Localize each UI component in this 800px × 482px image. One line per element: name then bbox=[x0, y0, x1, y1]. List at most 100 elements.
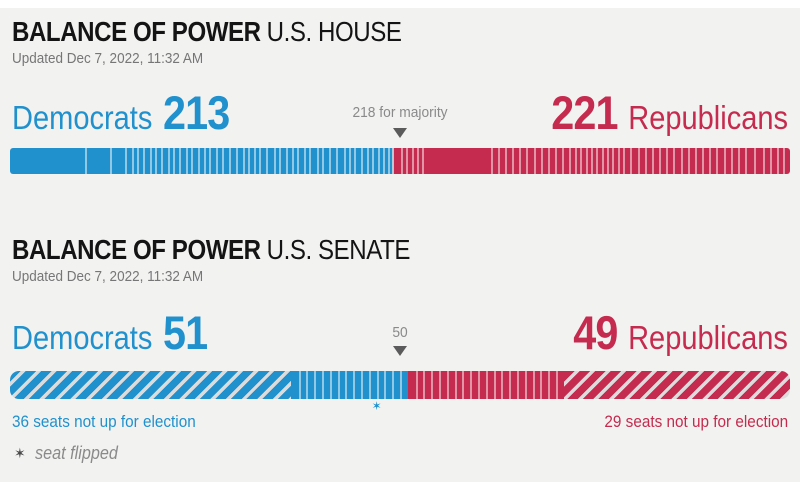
senate-bar-segment bbox=[10, 371, 291, 399]
seat-separator bbox=[423, 371, 426, 399]
seat-separator bbox=[286, 148, 289, 174]
seat-separator bbox=[519, 148, 522, 174]
seat-separator bbox=[266, 148, 269, 174]
seat-separator bbox=[291, 148, 294, 174]
seat-separator bbox=[243, 148, 246, 174]
seat-separator bbox=[248, 148, 251, 174]
seat-separator bbox=[490, 148, 493, 174]
seat-separator bbox=[336, 148, 339, 174]
house-bar-segment bbox=[10, 148, 392, 174]
seat-separator bbox=[590, 148, 593, 174]
senate-section-title: BALANCE OF POWER U.S. SENATE bbox=[12, 234, 410, 266]
seat-separator bbox=[228, 148, 231, 174]
senate-rep-caption: 29 seats not up for election bbox=[604, 412, 788, 431]
seat-flipped-legend: ✶ seat flipped bbox=[14, 443, 127, 464]
seat-separator bbox=[142, 148, 145, 174]
seat-separator bbox=[723, 148, 726, 174]
house-majority-arrow-icon bbox=[393, 128, 407, 138]
seat-separator bbox=[601, 148, 604, 174]
seat-separator bbox=[345, 371, 348, 399]
seat-separator bbox=[431, 371, 434, 399]
house-bar bbox=[10, 148, 790, 174]
seat-separator bbox=[630, 148, 633, 174]
seat-separator bbox=[253, 148, 256, 174]
seat-separator bbox=[149, 148, 152, 174]
seat-separator bbox=[694, 148, 697, 174]
seat-separator bbox=[160, 148, 163, 174]
senate-title-brand: BALANCE OF POWER bbox=[12, 234, 261, 265]
seat-separator bbox=[540, 148, 543, 174]
seat-separator bbox=[623, 148, 626, 174]
seat-separator bbox=[415, 371, 418, 399]
seat-separator bbox=[738, 148, 740, 174]
seat-separator bbox=[422, 148, 425, 174]
seat-separator bbox=[504, 148, 507, 174]
seat-separator bbox=[666, 148, 669, 174]
seat-separator bbox=[533, 148, 536, 174]
senate-title-chamber: U.S. SENATE bbox=[266, 234, 411, 265]
house-title-brand: BALANCE OF POWER bbox=[12, 16, 261, 47]
seat-separator bbox=[221, 148, 224, 174]
seat-separator bbox=[702, 148, 705, 174]
seat-separator bbox=[361, 148, 364, 174]
senate-democrats-count: 51 bbox=[162, 306, 208, 359]
seat-separator bbox=[110, 148, 113, 174]
senate-republicans-label: Republicans bbox=[628, 319, 788, 356]
senate-republicans-group: 49 Republicans bbox=[573, 305, 788, 360]
seat-separator bbox=[547, 148, 550, 174]
seat-separator bbox=[185, 148, 188, 174]
seat-separator bbox=[585, 148, 588, 174]
seat-separator bbox=[501, 371, 504, 399]
seat-separator bbox=[216, 148, 219, 174]
house-updated-timestamp: Updated Dec 7, 2022, 11:32 AM bbox=[12, 50, 204, 67]
seat-separator bbox=[155, 148, 158, 174]
seat-separator bbox=[562, 148, 565, 174]
seat-separator bbox=[353, 371, 356, 399]
house-republicans-group: 221 Republicans bbox=[551, 85, 788, 140]
seat-separator bbox=[446, 371, 449, 399]
legend-star-icon: ✶ bbox=[14, 445, 26, 461]
seat-separator bbox=[388, 148, 391, 174]
seat-separator bbox=[770, 148, 773, 174]
seat-separator bbox=[659, 148, 662, 174]
senate-bar-segment bbox=[407, 371, 564, 399]
seat-separator bbox=[368, 371, 371, 399]
seat-separator bbox=[524, 371, 527, 399]
seat-separator bbox=[651, 148, 654, 174]
seat-separator bbox=[399, 371, 402, 399]
seat-separator bbox=[485, 371, 488, 399]
seat-separator bbox=[304, 148, 307, 174]
senate-bar-segment bbox=[290, 371, 408, 399]
seat-separator bbox=[131, 148, 134, 174]
seat-separator bbox=[337, 371, 340, 399]
seat-separator bbox=[316, 148, 319, 174]
senate-majority-arrow-icon bbox=[393, 346, 407, 356]
seat-separator bbox=[454, 371, 457, 399]
seat-separator bbox=[777, 148, 780, 174]
seat-separator bbox=[198, 148, 201, 174]
seat-separator bbox=[178, 148, 181, 174]
seat-separator bbox=[259, 148, 262, 174]
seat-separator bbox=[85, 148, 88, 174]
seat-separator bbox=[596, 148, 599, 174]
seat-separator bbox=[411, 148, 414, 174]
house-majority-label: 218 for majority bbox=[352, 104, 448, 121]
seat-separator bbox=[574, 148, 577, 174]
seat-separator bbox=[540, 371, 543, 399]
house-republicans-label: Republicans bbox=[628, 99, 788, 136]
house-bar-segment bbox=[391, 148, 394, 174]
seat-separator bbox=[309, 148, 312, 174]
seat-separator bbox=[376, 371, 379, 399]
seat-separator bbox=[548, 371, 551, 399]
seat-separator bbox=[580, 148, 583, 174]
seat-separator bbox=[329, 371, 332, 399]
seat-separator bbox=[137, 148, 140, 174]
seat-separator bbox=[512, 148, 515, 174]
seat-separator bbox=[203, 148, 206, 174]
seat-separator bbox=[377, 148, 380, 174]
seat-separator bbox=[462, 371, 465, 399]
senate-majority-label: 50 bbox=[392, 324, 408, 341]
seat-separator bbox=[526, 148, 529, 174]
legend-text: seat flipped bbox=[34, 443, 118, 463]
seat-separator bbox=[306, 371, 309, 399]
